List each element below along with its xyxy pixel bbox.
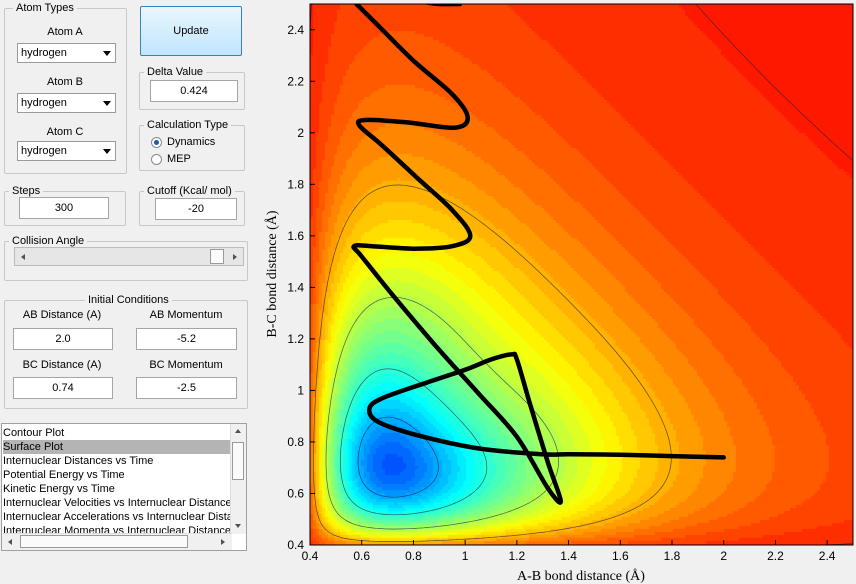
y-tick-label: 0.8 <box>287 435 304 449</box>
steps-title: Steps <box>9 185 44 197</box>
calculation-type-title: Calculation Type <box>144 119 232 131</box>
contour-line <box>310 4 853 545</box>
mep-radio[interactable] <box>151 154 162 165</box>
y-tick-label: 1 <box>297 383 304 397</box>
atom-types-title: Atom Types <box>13 2 77 14</box>
delta-value-group: Delta Value <box>139 66 245 110</box>
y-tick-label: 1.8 <box>287 177 304 191</box>
update-button[interactable]: Update <box>140 6 242 56</box>
initial-conditions-group: Initial Conditions <box>4 294 248 409</box>
plot-option-kinetic-energy-vs-time[interactable]: Kinetic Energy vs Time <box>3 483 115 495</box>
horizontal-scroll-thumb[interactable] <box>20 535 188 548</box>
chevron-down-icon[interactable] <box>99 94 115 112</box>
y-tick-label: 0.6 <box>287 486 304 500</box>
atom-a-value: hydrogen <box>21 47 67 59</box>
collision-angle-title: Collision Angle <box>9 235 88 247</box>
y-tick-label: 1.2 <box>287 332 304 346</box>
x-tick-label: 1.4 <box>560 549 577 563</box>
ab-distance-input[interactable]: 2.0 <box>13 328 113 350</box>
chevron-down-icon[interactable] <box>99 142 115 160</box>
potential-energy-surface <box>310 4 853 545</box>
bc-momentum-input[interactable]: -2.5 <box>136 377 237 399</box>
contour-line <box>325 296 559 530</box>
arrow-left-icon[interactable] <box>21 254 25 260</box>
cutoff-input[interactable]: -20 <box>155 198 237 220</box>
plot-option-contour-plot[interactable]: Contour Plot <box>3 427 65 439</box>
vertical-scroll-thumb[interactable] <box>232 442 244 480</box>
y-tick-label: 0.4 <box>287 538 304 552</box>
x-tick-label: 0.4 <box>302 549 319 563</box>
delta-value-title: Delta Value <box>144 66 207 78</box>
trajectory-fragment <box>422 4 463 7</box>
atom-a-label: Atom A <box>47 26 83 38</box>
arrow-left-icon[interactable] <box>8 539 12 545</box>
atom-c-value: hydrogen <box>21 145 67 157</box>
arrow-right-icon[interactable] <box>233 254 237 260</box>
x-tick-label: 0.6 <box>353 549 370 563</box>
collision-angle-group: Collision Angle <box>4 235 248 281</box>
plot-option-internuclear-distances-vs-time[interactable]: Internuclear Distances vs Time <box>3 455 154 467</box>
bc-momentum-label: BC Momentum <box>149 359 223 371</box>
contour-line <box>313 184 672 542</box>
atom-c-label: Atom C <box>46 126 84 138</box>
listbox-horizontal-scrollbar[interactable] <box>2 533 232 550</box>
initial-conditions-title: Initial Conditions <box>85 294 172 306</box>
arrow-down-icon[interactable] <box>235 524 241 528</box>
steps-input[interactable]: 300 <box>19 197 109 219</box>
x-tick-label: 1.8 <box>664 549 681 563</box>
arrow-up-icon[interactable] <box>235 429 241 433</box>
x-axis-label: A-B bond distance (Å) <box>517 568 645 584</box>
plot-frame <box>309 3 854 546</box>
trajectory-line <box>351 4 726 505</box>
delta-value-input[interactable]: 0.424 <box>150 80 238 102</box>
contour-line <box>357 416 439 498</box>
arrow-right-icon[interactable] <box>221 539 225 545</box>
cutoff-title: Cutoff (Kcal/ mol) <box>144 185 235 197</box>
atom-c-dropdown[interactable]: hydrogen <box>17 141 116 161</box>
plot-option-surface-plot[interactable]: Surface Plot <box>3 440 231 454</box>
x-tick-label: 2 <box>720 549 727 563</box>
y-tick-label: 1.4 <box>287 280 304 294</box>
ab-momentum-label: AB Momentum <box>149 309 223 321</box>
x-tick-label: 1 <box>462 549 469 563</box>
y-tick-label: 1.6 <box>287 229 304 243</box>
cutoff-group: Cutoff (Kcal/ mol) <box>139 185 245 226</box>
plot-option-internuclear-velocities-vs-internuclear-distances[interactable]: Internuclear Velocities vs Internuclear … <box>3 497 231 509</box>
dynamics-radio[interactable] <box>151 137 162 148</box>
collision-angle-slider[interactable] <box>14 247 244 266</box>
y-tick-label: 2 <box>297 126 304 140</box>
x-tick-label: 1.6 <box>612 549 629 563</box>
x-tick-label: 1.2 <box>509 549 526 563</box>
bc-distance-input[interactable]: 0.74 <box>13 377 113 399</box>
x-tick-label: 0.8 <box>405 549 422 563</box>
y-tick-label: 2.2 <box>287 74 304 88</box>
dynamics-label: Dynamics <box>167 136 216 148</box>
plot-option-internuclear-accelerations-vs-internuclear-distances[interactable]: Internuclear Accelerations vs Internucle… <box>3 511 231 523</box>
x-tick-label: 2.4 <box>819 549 836 563</box>
steps-group: Steps <box>4 185 126 226</box>
bc-distance-label: BC Distance (A) <box>22 359 102 371</box>
slider-thumb[interactable] <box>210 249 224 264</box>
ab-momentum-input[interactable]: -5.2 <box>136 328 237 350</box>
atom-types-group: Atom Types <box>4 2 127 174</box>
plot-type-listbox[interactable]: Contour Plot Surface Plot Internuclear Dis… <box>1 423 247 551</box>
chevron-down-icon[interactable] <box>99 44 115 62</box>
mep-label: MEP <box>167 153 191 165</box>
plot-option-potential-energy-vs-time[interactable]: Potential Energy vs Time <box>3 469 125 481</box>
listbox-vertical-scrollbar[interactable] <box>230 424 246 534</box>
x-tick-label: 2.2 <box>767 549 784 563</box>
y-axis-label: B-C bond distance (Å) <box>264 210 280 337</box>
ab-distance-label: AB Distance (A) <box>22 309 102 321</box>
atom-b-label: Atom B <box>46 76 84 88</box>
atom-b-dropdown[interactable]: hydrogen <box>17 93 116 113</box>
atom-a-dropdown[interactable]: hydrogen <box>17 43 116 63</box>
contour-line <box>339 368 488 516</box>
calculation-type-group: Calculation Type <box>139 119 245 171</box>
atom-b-value: hydrogen <box>21 97 67 109</box>
y-tick-label: 2.4 <box>287 23 304 37</box>
